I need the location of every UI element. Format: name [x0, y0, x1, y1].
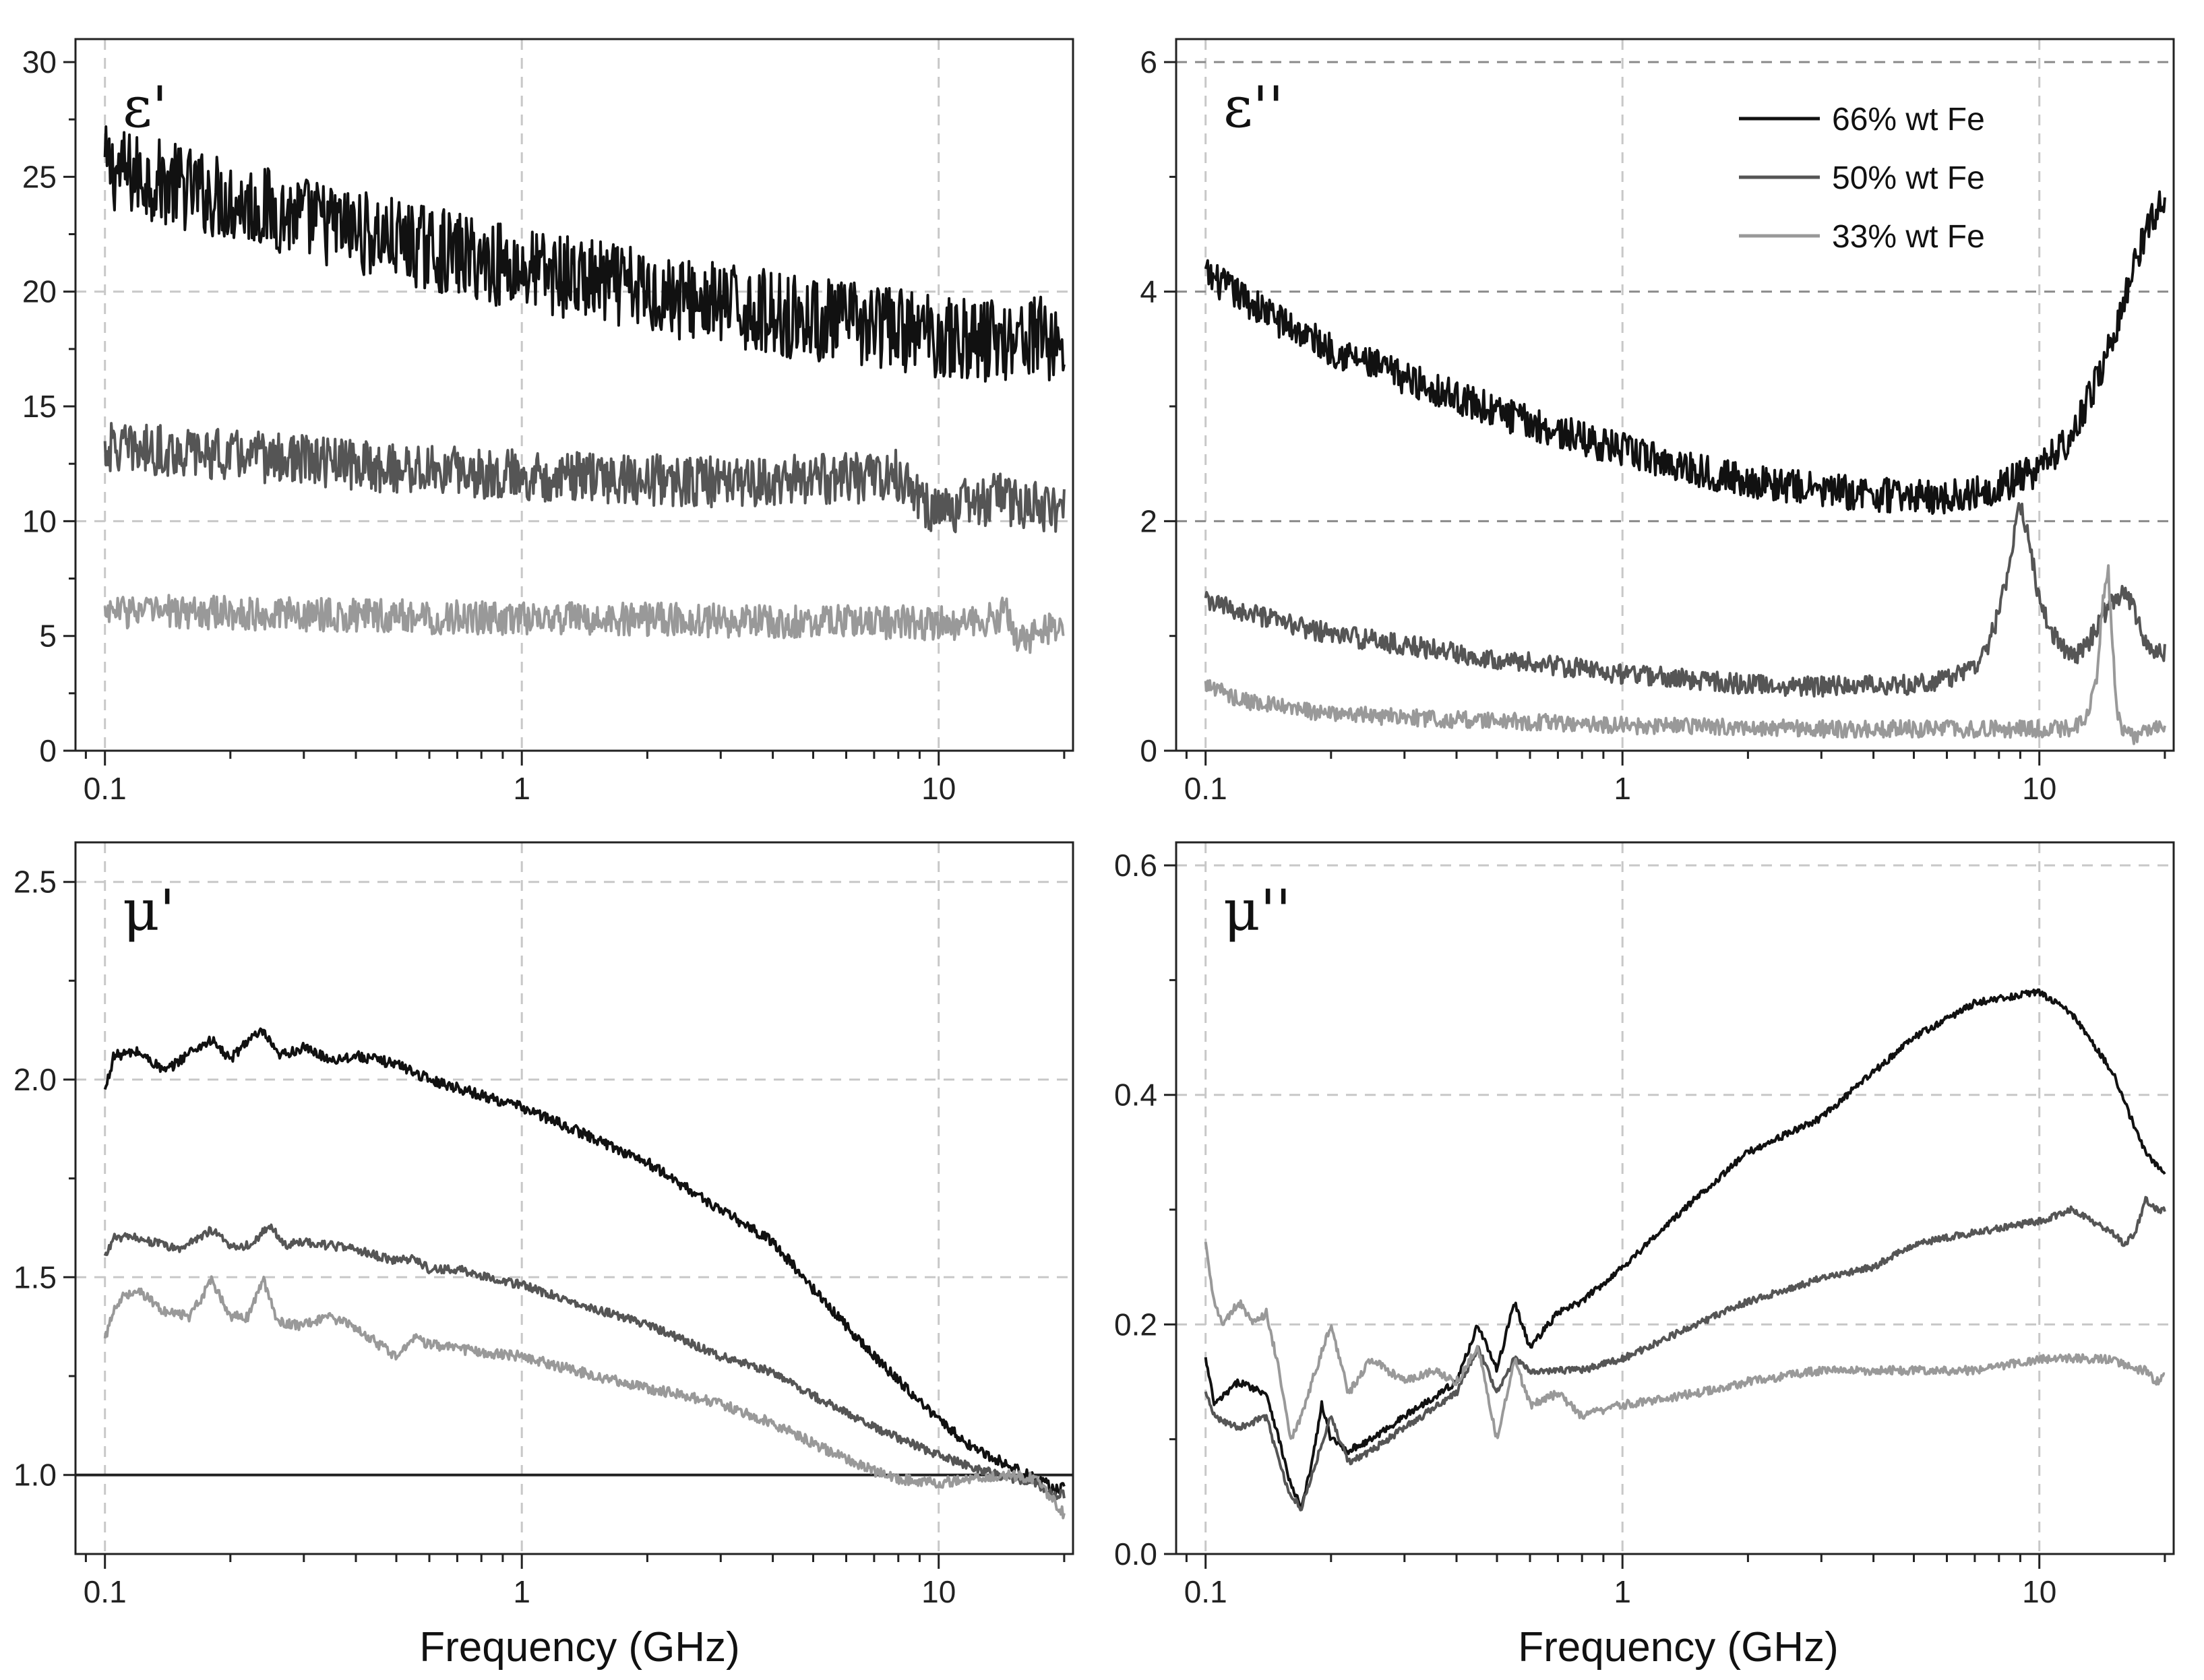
- legend-label-50: 50% wt Fe: [1832, 160, 1985, 196]
- y-tick-label: 20: [22, 274, 57, 309]
- panel-eps-real: 0.1 1 10 0 5 10 15 20 25 30 ε': [22, 38, 1074, 806]
- panel-mu-imag: 0.1 1 10 0.0 0.2 0.4 0.6 μ'': [1114, 841, 2175, 1609]
- y-tick-label: 5: [39, 619, 57, 654]
- y-tick-label: 15: [22, 389, 57, 424]
- series-line-33--wt-fe: [1204, 564, 2166, 745]
- plot-frame: [1175, 841, 2175, 1555]
- x-tick-label: 10: [2022, 1574, 2056, 1609]
- y-tick-label: 1.0: [13, 1458, 57, 1493]
- y-tick-label: 2: [1140, 503, 1157, 538]
- x-tick-label: 0.1: [84, 1574, 127, 1609]
- x-tick-label: 0.1: [84, 771, 127, 806]
- plot-frame: [1175, 38, 2175, 752]
- y-tick-label: 0.2: [1114, 1307, 1157, 1342]
- y-tick-label: 0.4: [1114, 1078, 1157, 1113]
- y-tick-label: 10: [22, 503, 57, 538]
- panel-label: ε': [123, 74, 168, 140]
- panel-label: μ'': [1223, 877, 1291, 943]
- y-tick-label: 0.6: [1114, 848, 1157, 883]
- x-tick-label: 10: [921, 1574, 956, 1609]
- legend: 66% wt Fe 50% wt Fe 33% wt Fe: [1739, 102, 1985, 255]
- series-line-33--wt-fe: [103, 1275, 1066, 1520]
- series-line-50--wt-fe: [1204, 1195, 2166, 1512]
- series-line-50--wt-fe: [1204, 502, 2166, 698]
- plot-frame: [74, 38, 1074, 752]
- legend-label-66: 66% wt Fe: [1832, 102, 1985, 137]
- series-line-33--wt-fe: [1204, 1241, 2166, 1440]
- series-line-50--wt-fe: [103, 422, 1066, 534]
- series-line-66--wt-fe: [103, 1027, 1066, 1495]
- series-line-33--wt-fe: [103, 594, 1065, 654]
- plot-frame: [74, 841, 1074, 1555]
- series-line-66--wt-fe: [103, 125, 1066, 383]
- panel-mu-real: 0.1 1 10 1.0 1.5 2.0 2.5 μ': [13, 841, 1074, 1609]
- y-tick-label: 4: [1140, 274, 1157, 309]
- y-tick-label: 30: [22, 44, 57, 80]
- y-tick-label: 2.5: [13, 865, 57, 900]
- panel-label: μ': [123, 877, 175, 943]
- x-axis-label-right: Frequency (GHz): [1518, 1624, 1838, 1671]
- x-tick-label: 10: [2022, 771, 2056, 806]
- x-tick-label: 1: [513, 1574, 530, 1609]
- x-axis-label-left: Frequency (GHz): [419, 1624, 739, 1671]
- x-tick-label: 10: [921, 771, 956, 806]
- x-tick-label: 1: [1614, 1574, 1631, 1609]
- series-line-66--wt-fe: [1204, 988, 2166, 1509]
- y-tick-label: 0.0: [1114, 1536, 1157, 1572]
- x-tick-label: 0.1: [1184, 771, 1227, 806]
- panel-eps-imag: 0.1 1 10 0 2 4 6 ε'': [1140, 38, 2175, 806]
- y-tick-label: 2.0: [13, 1062, 57, 1097]
- x-tick-label: 1: [513, 771, 530, 806]
- y-tick-label: 25: [22, 159, 57, 194]
- y-tick-label: 0: [39, 733, 57, 768]
- y-tick-label: 0: [1140, 733, 1157, 768]
- panel-label: ε'': [1223, 74, 1284, 140]
- series-line-66--wt-fe: [1204, 190, 2166, 516]
- series-line-50--wt-fe: [103, 1223, 1066, 1501]
- legend-label-33: 33% wt Fe: [1832, 219, 1985, 255]
- x-tick-label: 1: [1614, 771, 1631, 806]
- y-tick-label: 1.5: [13, 1259, 57, 1295]
- x-tick-label: 0.1: [1184, 1574, 1227, 1609]
- y-tick-label: 6: [1140, 44, 1157, 80]
